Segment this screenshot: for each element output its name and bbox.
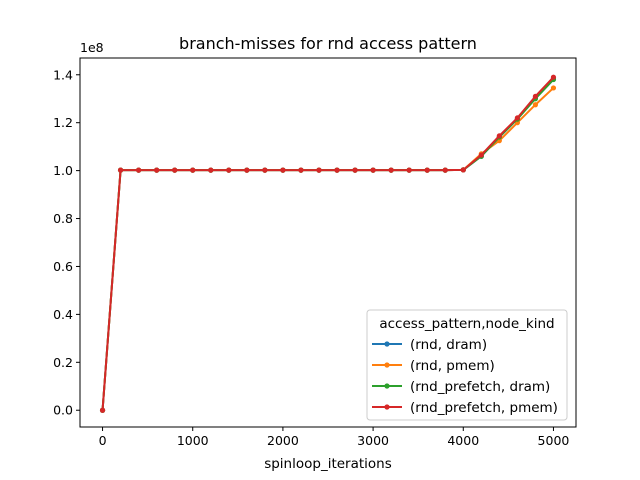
data-point — [154, 167, 160, 173]
data-point — [280, 167, 286, 173]
data-point — [478, 152, 484, 158]
chart-title: branch-misses for rnd access pattern — [179, 34, 477, 53]
data-point — [334, 167, 340, 173]
data-point — [550, 74, 557, 80]
data-point — [316, 167, 322, 173]
data-point — [298, 167, 304, 173]
data-point — [262, 167, 268, 173]
data-point — [370, 167, 376, 173]
y-tick-label: 1.4 — [53, 67, 73, 82]
legend-marker — [384, 362, 390, 368]
x-axis: 0 1000 2000 3000 4000 5000 — [99, 427, 570, 448]
legend-title: access_pattern,node_kind — [379, 316, 554, 332]
data-point — [532, 93, 539, 99]
legend-marker — [384, 341, 390, 347]
plot-frame — [79, 57, 577, 428]
x-tick-label: 0 — [99, 433, 107, 448]
data-point — [388, 167, 394, 173]
y-tick-label: 0.6 — [53, 259, 73, 274]
y-axis: 0.0 0.2 0.4 0.6 0.8 1.0 1.2 1.4 — [53, 67, 80, 418]
y-tick-label: 0.4 — [53, 307, 73, 322]
data-point — [532, 102, 539, 108]
x-tick-label: 4000 — [447, 433, 479, 448]
data-point — [136, 167, 142, 173]
x-tick-label: 1000 — [177, 433, 209, 448]
data-point — [550, 85, 557, 91]
data-point — [208, 167, 214, 173]
legend-marker — [384, 404, 390, 410]
data-point — [424, 167, 430, 173]
legend-entry: (rnd_prefetch, dram) — [410, 379, 550, 395]
data-point — [352, 167, 358, 173]
legend-entry: (rnd, dram) — [410, 337, 487, 353]
data-point — [442, 167, 448, 173]
data-point — [406, 167, 412, 173]
data-point — [514, 115, 520, 121]
data-point — [190, 167, 196, 173]
y-tick-label: 1.2 — [53, 115, 73, 130]
y-tick-label: 1.0 — [53, 163, 73, 178]
y-tick-label: 0.0 — [53, 403, 73, 418]
data-point — [117, 167, 124, 173]
plot-area — [99, 74, 557, 413]
legend-entry: (rnd, pmem) — [410, 358, 495, 374]
series-rnd-prefetch-pmem — [99, 74, 557, 413]
data-point — [226, 167, 232, 173]
data-point — [244, 167, 250, 173]
x-tick-label: 3000 — [357, 433, 389, 448]
data-point — [172, 167, 178, 173]
data-point — [460, 167, 466, 173]
x-tick-label: 5000 — [538, 433, 570, 448]
x-tick-label: 2000 — [267, 433, 299, 448]
legend-entry: (rnd_prefetch, pmem) — [410, 400, 558, 416]
legend-marker — [384, 383, 390, 389]
legend-box — [366, 309, 568, 421]
data-point — [99, 407, 106, 413]
x-axis-label: spinloop_iterations — [264, 456, 392, 472]
series-line — [101, 76, 555, 411]
legend: access_pattern,node_kind (rnd, dram) (rnd… — [366, 309, 568, 421]
y-offset-label: 1e8 — [80, 40, 104, 55]
data-point — [496, 133, 502, 139]
y-tick-label: 0.2 — [53, 355, 73, 370]
y-tick-label: 0.8 — [53, 211, 73, 226]
